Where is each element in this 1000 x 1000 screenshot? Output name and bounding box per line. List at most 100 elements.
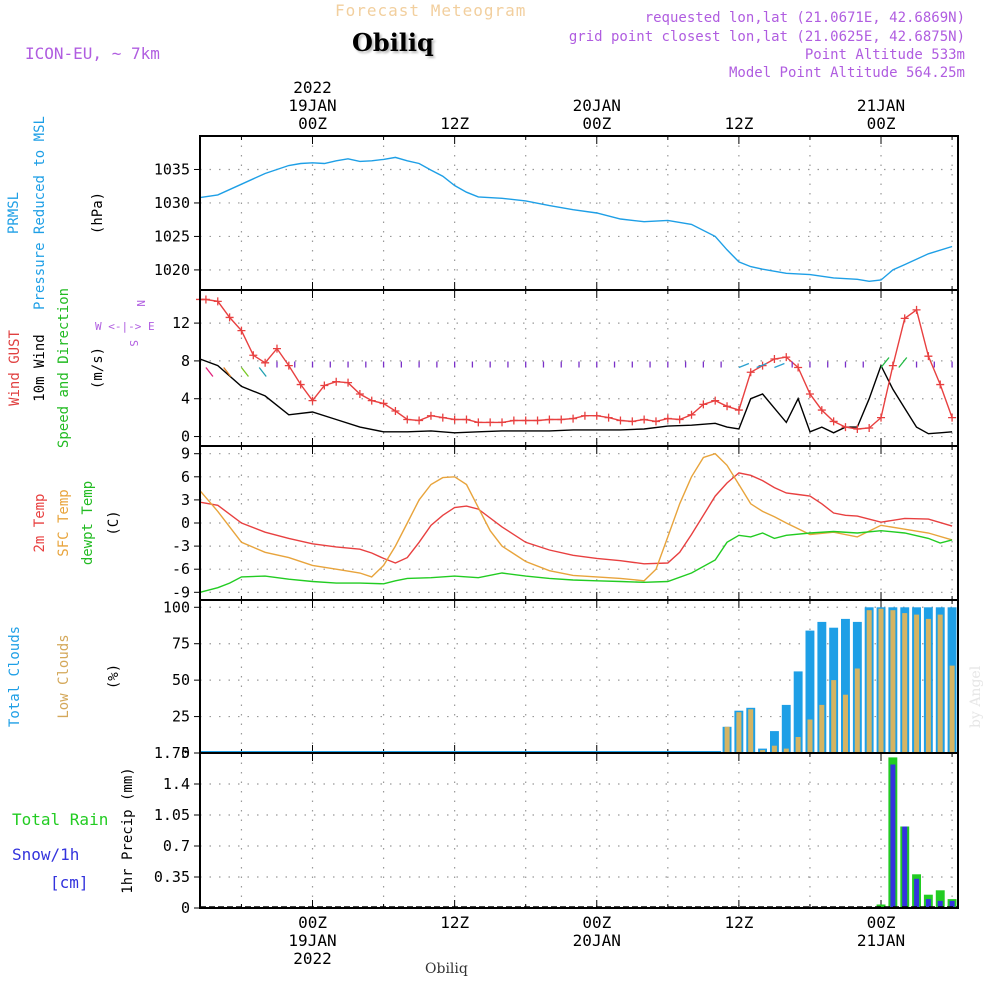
y-tick-label: 0.35 (154, 868, 190, 886)
gust-marker (426, 411, 435, 420)
gust-marker (675, 415, 684, 424)
gust-marker (687, 410, 696, 419)
bottom-station-name: Obiliq (425, 961, 468, 977)
gust-marker (225, 313, 234, 322)
gust-marker (794, 363, 803, 372)
gust-marker (711, 396, 720, 405)
gust-marker (450, 415, 459, 424)
time-label-top: 12Z (440, 114, 469, 133)
gust-marker (699, 400, 708, 409)
gust-marker (261, 358, 270, 367)
bar (781, 704, 791, 753)
y-tick-label: 100 (163, 598, 190, 616)
bar (724, 726, 730, 753)
wind-arrow (774, 362, 785, 369)
wind-arrow (898, 357, 908, 368)
y-tick-label: -9 (172, 583, 190, 601)
bar (890, 610, 896, 753)
series-line (199, 529, 953, 593)
gust-marker (888, 361, 897, 370)
y-tick-label: 0 (181, 744, 190, 762)
bar (902, 826, 908, 908)
y-axis-label: (hPa) (90, 192, 106, 234)
wind-arrow (880, 357, 890, 368)
time-label-top: 20JAN (573, 96, 621, 115)
gust-marker (509, 416, 518, 425)
y-axis-label: 10m Wind (32, 334, 48, 401)
time-label-bottom: 12Z (724, 913, 753, 932)
y-tick-label: 1025 (154, 227, 190, 245)
y-tick-label: 1035 (154, 160, 190, 178)
y-tick-label: 1.75 (154, 744, 190, 762)
gust-marker (545, 415, 554, 424)
gust-marker (580, 411, 589, 420)
gust-marker (438, 413, 447, 422)
gust-marker (296, 380, 305, 389)
time-label-bottom: 00Z (298, 913, 327, 932)
panel-frame (199, 135, 959, 291)
y-axis-label: PRMSL (6, 192, 22, 234)
bar (937, 900, 943, 908)
gust-marker (805, 390, 814, 398)
gust-marker (533, 416, 542, 425)
gust-marker (746, 368, 755, 377)
time-label-bottom: 21JAN (857, 931, 905, 950)
wind-arrow (223, 367, 232, 377)
gust-marker (379, 399, 388, 408)
y-tick-label: 1020 (154, 261, 190, 279)
gust-marker (640, 415, 649, 424)
bar (935, 890, 945, 908)
gust-marker (474, 418, 483, 427)
gust-marker (877, 413, 886, 422)
bar (876, 904, 886, 908)
bar (914, 614, 920, 753)
bar (854, 668, 860, 753)
bar (949, 665, 955, 753)
y-tick-label: 6 (181, 468, 190, 486)
model-altitude: Model Point Altitude 564.25m (728, 65, 965, 81)
gust-marker (332, 377, 341, 386)
y-axis-label: Wind GUST (7, 330, 23, 406)
gust-marker (403, 415, 412, 424)
bar (805, 630, 815, 753)
bar (925, 899, 931, 908)
gust-marker (663, 414, 672, 423)
gust-marker (272, 344, 281, 353)
y-tick-label: 1.4 (163, 775, 190, 793)
gust-marker (237, 326, 246, 335)
gust-marker (604, 413, 613, 422)
legend-entry: Snow/1h (12, 845, 79, 864)
gust-marker (462, 415, 471, 424)
y-axis-label: 1hr Precip (mm) (120, 767, 136, 893)
time-label-top: 00Z (867, 114, 896, 133)
gust-marker (651, 417, 660, 426)
bar (793, 671, 803, 753)
bar (914, 878, 920, 908)
time-label-top: 21JAN (857, 96, 905, 115)
bar (748, 709, 754, 753)
gust-marker (320, 381, 329, 390)
y-tick-label: 0 (181, 899, 190, 917)
series-line (199, 156, 953, 283)
gridpoint-coords: grid point closest lon,lat (21.0625E, 42… (568, 29, 965, 45)
bar (878, 608, 884, 753)
bar (843, 694, 848, 753)
time-label-bottom: 00Z (582, 913, 611, 932)
y-tick-label: 8 (181, 352, 190, 370)
y-axis-label: dewpt Temp (80, 481, 96, 565)
bar (841, 618, 850, 753)
panel-frame (199, 752, 959, 909)
point-altitude: Point Altitude 533m (804, 47, 965, 63)
panel-frame (199, 289, 959, 447)
series-line (199, 358, 953, 435)
series-line (199, 452, 953, 582)
y-axis-label: Pressure Reduced to MSL (32, 116, 48, 310)
y-tick-label: 9 (181, 445, 190, 463)
compass-label: W <-|-> E (95, 320, 155, 333)
requested-coords: requested lon,lat (21.0671E, 42.6869N) (644, 10, 965, 26)
y-axis-label: 2m Temp (32, 493, 48, 552)
bar (890, 764, 896, 908)
y-axis-label: (%) (106, 664, 122, 689)
time-label-top: 00Z (298, 114, 327, 133)
y-tick-label: 0 (181, 428, 190, 446)
